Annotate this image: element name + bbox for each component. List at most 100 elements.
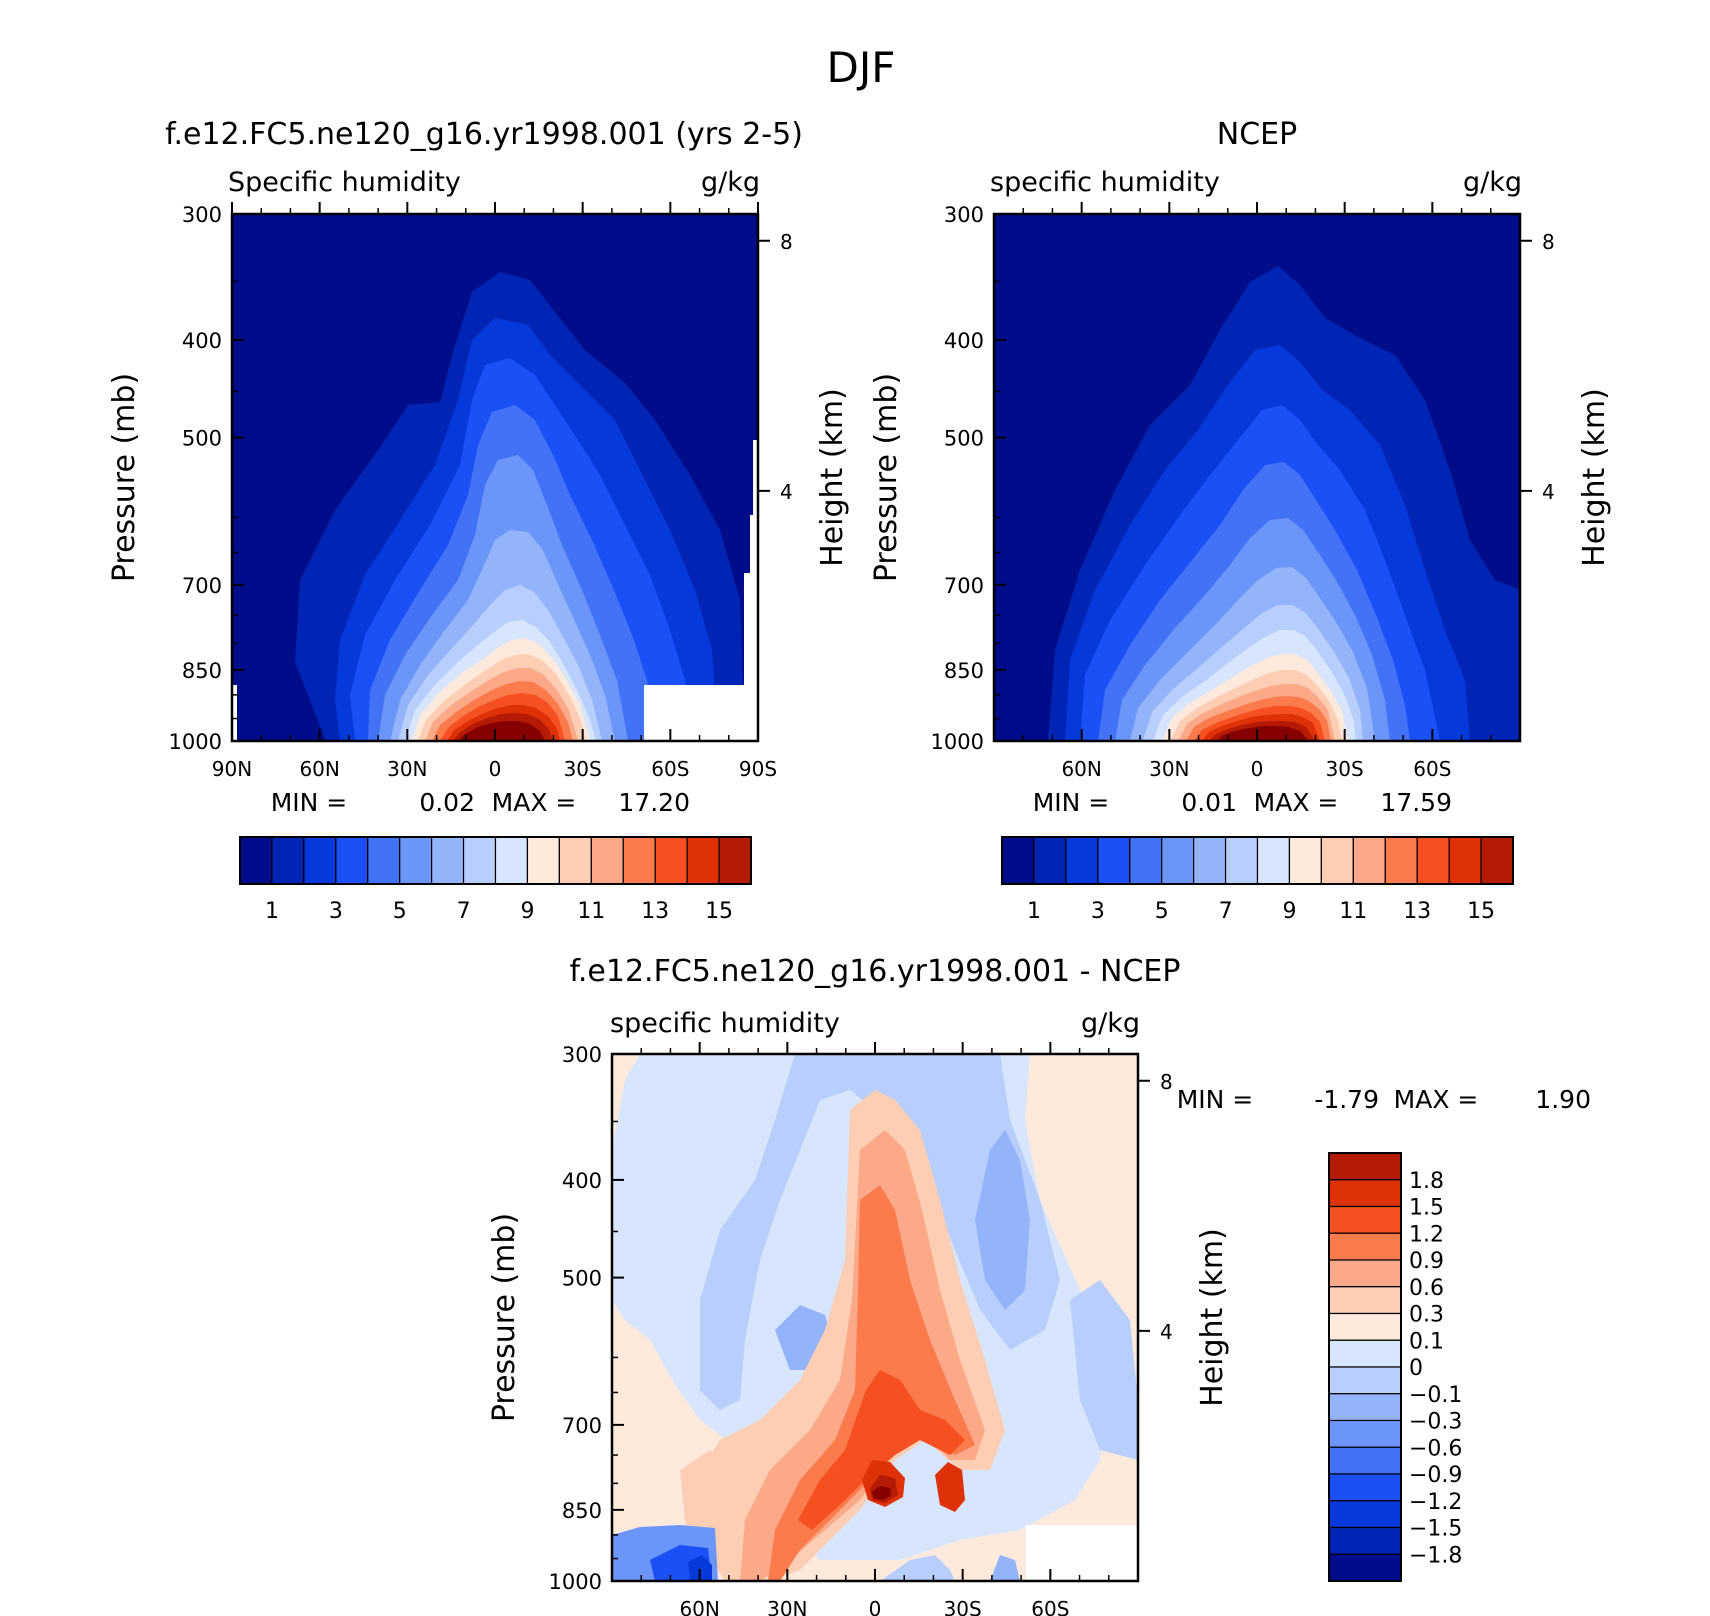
colorbar-label: 3 — [329, 899, 343, 924]
colorbar-box — [1097, 836, 1131, 885]
colorbar-box — [1328, 1179, 1402, 1208]
contour-band-diff--0.3-to--0.1-right — [1070, 1280, 1138, 1460]
colorbar-box — [1328, 1553, 1402, 1582]
colorbar-label: 1.5 — [1409, 1196, 1444, 1221]
panel-ncep-contours — [994, 214, 1520, 741]
colorbar-box — [1328, 1393, 1402, 1422]
panel-difference-contours — [612, 1054, 1138, 1581]
panel-ncep-min-value: 0.01 — [1181, 788, 1237, 817]
colorbar-label: 9 — [1282, 899, 1296, 924]
panel-model-max-value: 17.20 — [618, 788, 690, 817]
colorbar-label: −1.5 — [1409, 1517, 1462, 1542]
panel-model-colorbar: 1 3 5 7 9 11 13 15 — [239, 836, 752, 924]
colorbar-label: −0.6 — [1409, 1436, 1462, 1461]
colorbar-box — [1352, 836, 1386, 885]
colorbar-label: −0.9 — [1409, 1463, 1462, 1488]
panel-ncep-units: g/kg — [1463, 167, 1522, 198]
panel-model-title: f.e12.FC5.ne120_g16.yr1998.001 (yrs 2-5) — [165, 117, 803, 152]
y-tick-label: 700 — [944, 574, 984, 598]
colorbar-box — [494, 836, 529, 885]
y-tick-label: 500 — [944, 427, 984, 451]
colorbar-box — [1328, 1259, 1402, 1288]
panel-ncep-axes: 300 400 500 700 850 1000 60N 30N 0 30S 60S 8 4 Pressu… — [869, 202, 1612, 781]
colorbar-box — [1328, 1446, 1402, 1475]
panel-difference-title: f.e12.FC5.ne120_g16.yr1998.001 - NCEP — [570, 954, 1181, 989]
colorbar-box — [558, 836, 592, 885]
colorbar-box — [1328, 1419, 1402, 1448]
colorbar-box — [686, 836, 720, 885]
panel-model-units: g/kg — [701, 167, 760, 198]
y-tick-label: 850 — [182, 659, 222, 683]
x-tick-label: 0 — [489, 757, 502, 781]
contour-band-level-17 — [458, 721, 545, 741]
y-tick-label: 400 — [944, 329, 984, 353]
contour-band-diff-1.2-to-1.5-right — [935, 1462, 965, 1512]
colorbar-box — [654, 836, 688, 885]
x-tick-label: 90N — [212, 757, 252, 781]
right-axis-title: Height (km) — [1195, 1228, 1230, 1407]
colorbar-box — [1193, 836, 1227, 885]
panel-difference: f.e12.FC5.ne120_g16.yr1998.001 - NCEP sp… — [487, 954, 1591, 1616]
x-tick-label: 90S — [739, 757, 777, 781]
colorbar-box — [1001, 836, 1035, 885]
contour-band-diff-below--1.5 — [688, 1555, 712, 1581]
colorbar-box — [1328, 1526, 1402, 1555]
colorbar-box — [462, 836, 497, 885]
missing-data-right — [644, 440, 758, 741]
contour-band-diff--0.6-to--0.3 — [975, 1130, 1030, 1310]
colorbar-box — [303, 836, 337, 885]
panel-model-max-label: MAX = — [492, 788, 577, 817]
colorbar-label: 11 — [577, 899, 605, 924]
colorbar-box — [1328, 1232, 1402, 1261]
contour-band-diff-0.9-to-1.2 — [798, 1370, 965, 1530]
contour-band-diff--0.3-to--0.1 — [700, 1054, 1060, 1410]
y-tick-label: 300 — [182, 203, 222, 227]
colorbar-box — [1328, 1500, 1402, 1529]
colorbar-label: −0.1 — [1409, 1383, 1462, 1408]
x-tick-label: 60N — [299, 757, 339, 781]
height-tick-label: 8 — [1542, 230, 1555, 254]
panel-difference-colorbar: 1.81.51.20.90.60.30.10−0.1−0.3−0.6−0.9−1… — [1328, 1152, 1462, 1582]
colorbar-label: 13 — [641, 899, 669, 924]
height-tick-label: 4 — [1542, 480, 1555, 504]
contour-band-diff-1.8-plus — [872, 1486, 891, 1500]
colorbar-box — [239, 836, 273, 885]
x-tick-label: 30S — [564, 757, 602, 781]
colorbar-box — [1480, 836, 1514, 885]
y-tick-label: 1000 — [169, 730, 222, 754]
colorbar-box — [590, 836, 624, 885]
panel-difference-axes: 300 400 500 700 850 1000 60N 30N 0 30S 60S 8 4 Pressu… — [487, 1042, 1230, 1616]
colorbar-label: 7 — [1219, 899, 1233, 924]
panel-model-min-label: MIN = — [271, 788, 348, 817]
y-tick-label: 850 — [562, 1499, 602, 1523]
figure-title: DJF — [827, 43, 896, 92]
panel-model-min-value: 0.02 — [419, 788, 475, 817]
x-tick-label: 30S — [944, 1597, 982, 1616]
height-tick-label: 8 — [780, 230, 793, 254]
colorbar-label: 1.2 — [1409, 1222, 1444, 1247]
panel-ncep-min-label: MIN = — [1033, 788, 1110, 817]
colorbar-frame — [1001, 836, 1514, 885]
panel-model-contours — [232, 214, 758, 741]
colorbar-box — [335, 836, 369, 885]
colorbar-frame — [239, 836, 752, 885]
panel-model: f.e12.FC5.ne120_g16.yr1998.001 (yrs 2-5)… — [107, 117, 850, 924]
height-tick-label: 4 — [780, 480, 793, 504]
colorbar-label: 9 — [520, 899, 534, 924]
colorbar-box — [1328, 1339, 1402, 1368]
colorbar-label: −1.8 — [1409, 1543, 1462, 1568]
y-tick-label: 400 — [182, 329, 222, 353]
height-tick-label: 8 — [1160, 1070, 1173, 1094]
colorbar-label: 15 — [705, 899, 733, 924]
contour-band-diff--0.3-bottom — [880, 1555, 955, 1581]
x-tick-label: 0 — [869, 1597, 882, 1616]
y-axis-title: Pressure (mb) — [869, 373, 904, 582]
colorbar-box — [271, 836, 305, 885]
colorbar-box — [1384, 836, 1418, 885]
colorbar-box — [1328, 1152, 1402, 1181]
colorbar-box — [367, 836, 401, 885]
y-tick-label: 300 — [944, 203, 984, 227]
x-tick-label: 30N — [1149, 757, 1189, 781]
y-tick-label: 850 — [944, 659, 984, 683]
